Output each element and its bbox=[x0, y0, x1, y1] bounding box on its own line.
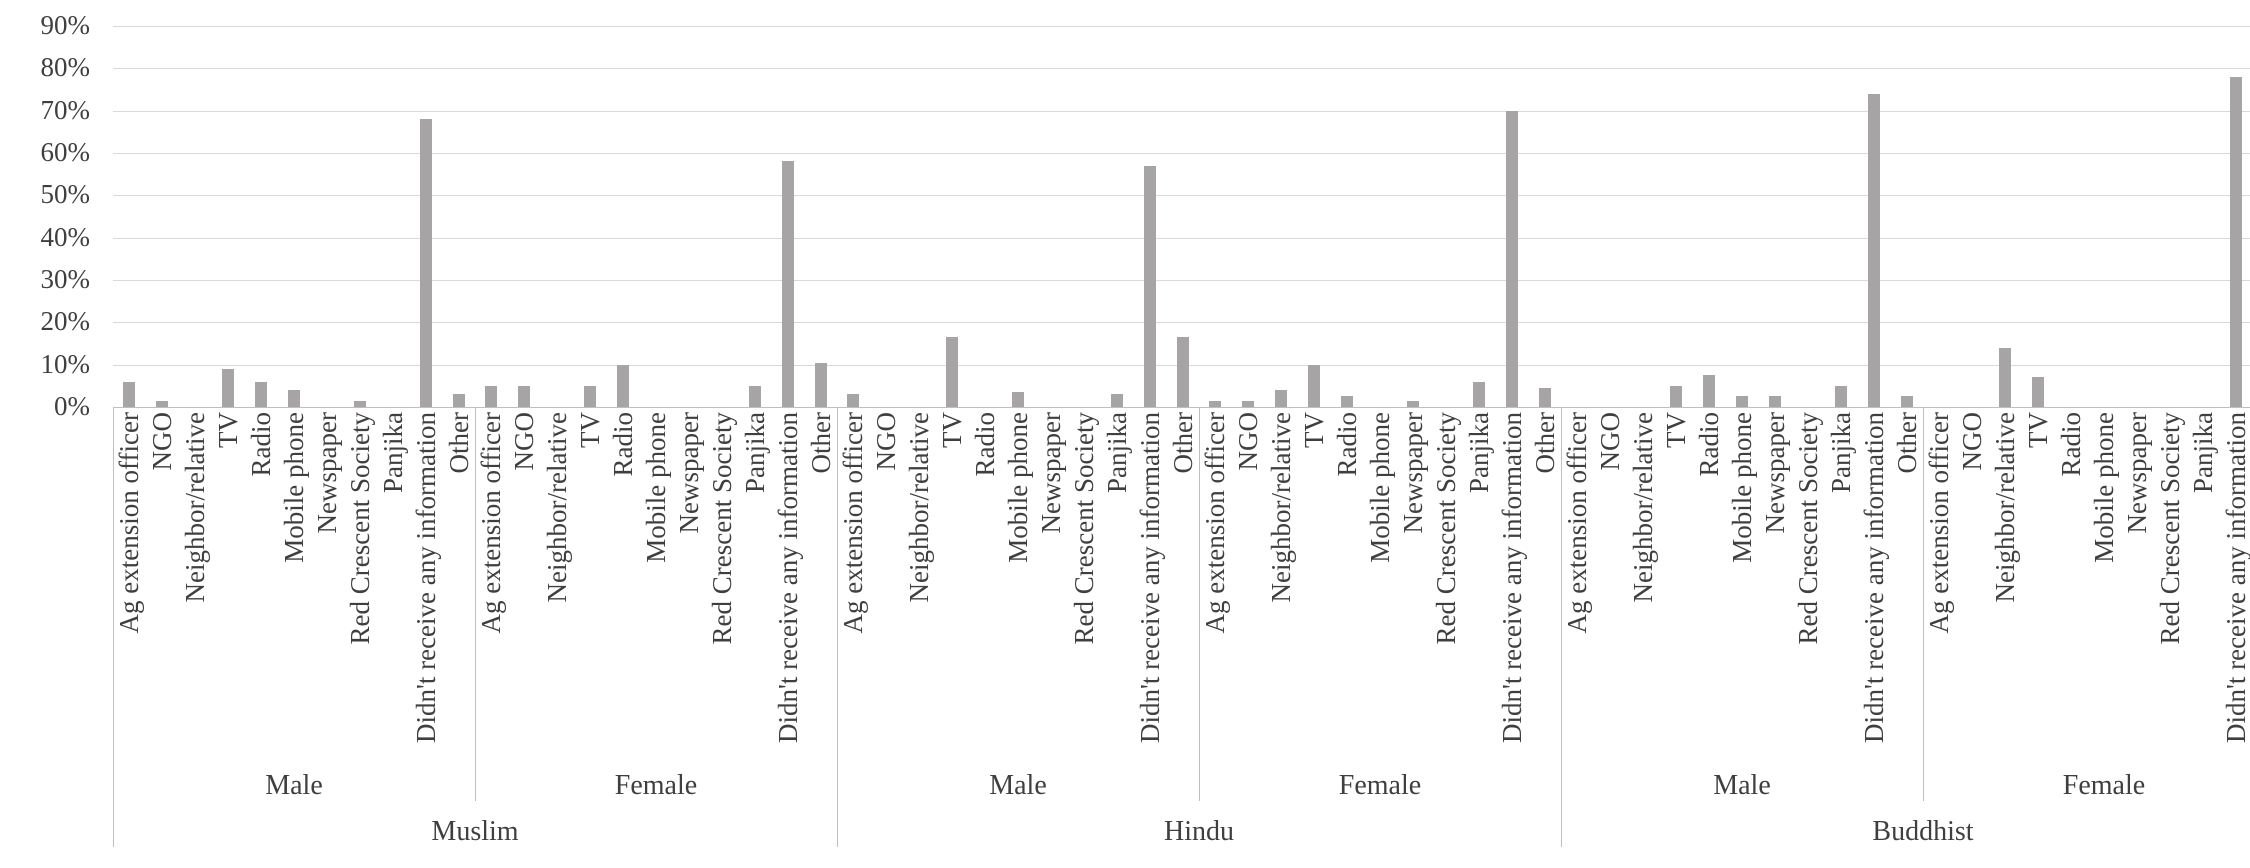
religion-label: Buddhist bbox=[1872, 816, 1974, 847]
bar bbox=[1834, 385, 1847, 407]
bar bbox=[814, 362, 827, 407]
bar bbox=[1900, 396, 1913, 407]
y-axis-tick-label: 60% bbox=[40, 137, 91, 167]
religion-separator bbox=[837, 407, 838, 847]
bar bbox=[222, 368, 235, 407]
gridline bbox=[113, 26, 2250, 27]
bar bbox=[1176, 337, 1189, 407]
gender-label: Male bbox=[265, 770, 323, 801]
x-axis-line bbox=[113, 407, 2250, 408]
bar bbox=[1209, 400, 1222, 407]
bar bbox=[946, 337, 959, 407]
bar bbox=[1867, 93, 1880, 407]
bar bbox=[156, 400, 169, 407]
y-axis-tick-label: 90% bbox=[40, 16, 91, 40]
bar bbox=[353, 400, 366, 407]
y-axis-tick-label: 10% bbox=[40, 348, 91, 379]
gender-separator bbox=[475, 407, 476, 801]
gridline bbox=[113, 153, 2250, 154]
y-axis-tick-label: 0% bbox=[54, 391, 90, 421]
gender-label: Male bbox=[989, 770, 1047, 801]
y-axis-tick-label: 70% bbox=[40, 94, 91, 125]
bar bbox=[1275, 390, 1288, 407]
gender-label: Female bbox=[2062, 770, 2146, 801]
gender-separator bbox=[1923, 407, 1924, 801]
religion-label: Hindu bbox=[1164, 816, 1234, 847]
bar bbox=[1110, 394, 1123, 407]
gender-label: Female bbox=[1338, 770, 1422, 801]
bar bbox=[1472, 381, 1485, 407]
bar bbox=[1143, 165, 1156, 407]
religion-separator bbox=[1561, 407, 1562, 847]
bar bbox=[1999, 347, 2012, 407]
bar bbox=[452, 394, 465, 407]
gender-label: Male bbox=[1713, 770, 1771, 801]
bar bbox=[419, 119, 432, 407]
gridline bbox=[113, 110, 2250, 112]
bar bbox=[1505, 110, 1518, 407]
bar bbox=[288, 390, 300, 407]
gridline bbox=[113, 322, 2250, 324]
y-axis-tick-label: 50% bbox=[40, 179, 91, 210]
gridline bbox=[113, 237, 2250, 239]
bar bbox=[1538, 387, 1551, 407]
gridline bbox=[113, 280, 2250, 281]
bar bbox=[2032, 377, 2045, 407]
axis-edge-line bbox=[113, 407, 114, 847]
bar bbox=[584, 385, 597, 407]
y-axis-tick-label: 80% bbox=[40, 52, 91, 83]
y-axis-tick-label: 40% bbox=[40, 221, 91, 252]
bar bbox=[1308, 364, 1321, 407]
bar bbox=[1341, 396, 1354, 407]
bar bbox=[617, 364, 630, 407]
bar bbox=[518, 385, 531, 407]
bar bbox=[1012, 392, 1024, 407]
bar bbox=[255, 381, 268, 407]
bar bbox=[847, 394, 860, 407]
gridline bbox=[113, 195, 2250, 197]
bar-chart: 0% 10% 20% 30% 40% 50% 60% 70% 80% 90% Ag extensi… bbox=[40, 16, 2250, 852]
bar bbox=[1736, 396, 1748, 407]
bar bbox=[748, 385, 761, 407]
y-axis-tick-label: 30% bbox=[40, 264, 91, 294]
bar bbox=[2229, 76, 2242, 407]
bar bbox=[1242, 400, 1255, 407]
gridline bbox=[113, 68, 2250, 70]
religion-label: Muslim bbox=[431, 816, 519, 847]
bar bbox=[123, 381, 136, 407]
bar bbox=[1768, 396, 1781, 407]
gender-separator bbox=[1199, 407, 1200, 801]
bar bbox=[485, 385, 498, 407]
gender-label: Female bbox=[614, 770, 698, 801]
bar bbox=[1703, 375, 1716, 407]
y-axis-tick-label: 20% bbox=[40, 306, 91, 337]
bar bbox=[1406, 400, 1419, 407]
bar bbox=[781, 161, 794, 407]
bar bbox=[1670, 385, 1683, 407]
